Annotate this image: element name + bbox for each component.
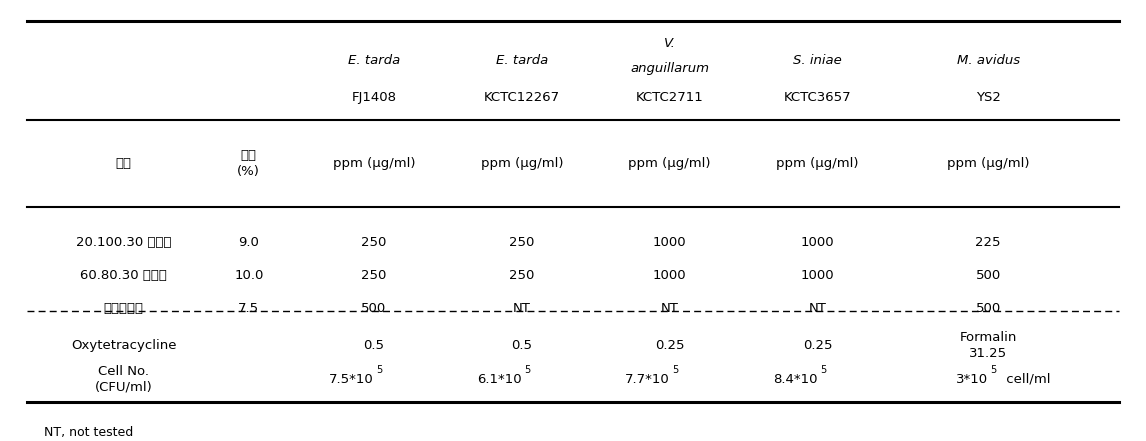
Text: NT, not tested: NT, not tested <box>44 426 133 439</box>
Text: ppm (μg/ml): ppm (μg/ml) <box>480 157 563 170</box>
Text: 3*10: 3*10 <box>956 373 988 385</box>
Text: 5: 5 <box>990 365 997 375</box>
Text: 5: 5 <box>376 365 383 375</box>
Text: 250: 250 <box>361 236 386 249</box>
Text: ppm (μg/ml): ppm (μg/ml) <box>628 157 711 170</box>
Text: 500: 500 <box>975 269 1000 282</box>
Text: 7.5: 7.5 <box>238 302 259 315</box>
Text: ppm (μg/ml): ppm (μg/ml) <box>332 157 415 170</box>
Text: M. avidus: M. avidus <box>957 54 1020 67</box>
Text: 0.5: 0.5 <box>511 340 532 352</box>
Text: 250: 250 <box>509 269 534 282</box>
Text: NT: NT <box>513 302 531 315</box>
Text: NT: NT <box>661 302 678 315</box>
Text: 250: 250 <box>361 269 386 282</box>
Text: 1000: 1000 <box>801 236 834 249</box>
Text: Oxytetracycline: Oxytetracycline <box>71 340 176 352</box>
Text: 7.7*10: 7.7*10 <box>625 373 669 385</box>
Text: YS2: YS2 <box>975 91 1000 104</box>
Text: FJ1408: FJ1408 <box>352 91 397 104</box>
Text: 시료: 시료 <box>116 157 132 170</box>
Text: 0.25: 0.25 <box>803 340 832 352</box>
Text: 5: 5 <box>672 365 678 375</box>
Text: V.: V. <box>664 37 676 50</box>
Text: KCTC2711: KCTC2711 <box>636 91 704 104</box>
Text: S. iniae: S. iniae <box>793 54 842 67</box>
Text: Formalin
31.25: Formalin 31.25 <box>959 332 1017 360</box>
Text: 0.25: 0.25 <box>656 340 684 352</box>
Text: cell/ml: cell/ml <box>1002 373 1051 385</box>
Text: 수율
(%): 수율 (%) <box>237 149 260 178</box>
Text: 5: 5 <box>819 365 826 375</box>
Text: 8.4*10: 8.4*10 <box>774 373 817 385</box>
Text: KCTC3657: KCTC3657 <box>784 91 851 104</box>
Text: 7.5*10: 7.5*10 <box>329 373 374 385</box>
Text: E. tarda: E. tarda <box>496 54 548 67</box>
Text: KCTC12267: KCTC12267 <box>484 91 560 104</box>
Text: 1000: 1000 <box>653 269 686 282</box>
Text: 6.1*10: 6.1*10 <box>477 373 521 385</box>
Text: 5: 5 <box>524 365 531 375</box>
Text: 열수추출물: 열수추출물 <box>103 302 143 315</box>
Text: Cell No.
(CFU/ml): Cell No. (CFU/ml) <box>95 365 152 393</box>
Text: ppm (μg/ml): ppm (μg/ml) <box>947 157 1029 170</box>
Text: 1000: 1000 <box>653 236 686 249</box>
Text: E. tarda: E. tarda <box>347 54 400 67</box>
Text: 250: 250 <box>509 236 534 249</box>
Text: NT: NT <box>809 302 826 315</box>
Text: 500: 500 <box>975 302 1000 315</box>
Text: 0.5: 0.5 <box>363 340 384 352</box>
Text: 60.80.30 추출물: 60.80.30 추출물 <box>80 269 167 282</box>
Text: 225: 225 <box>975 236 1000 249</box>
Text: 20.100.30 추출물: 20.100.30 추출물 <box>76 236 172 249</box>
Text: 500: 500 <box>361 302 386 315</box>
Text: anguillarum: anguillarum <box>630 62 709 75</box>
Text: 9.0: 9.0 <box>238 236 259 249</box>
Text: ppm (μg/ml): ppm (μg/ml) <box>776 157 858 170</box>
Text: 10.0: 10.0 <box>234 269 264 282</box>
Text: 1000: 1000 <box>801 269 834 282</box>
